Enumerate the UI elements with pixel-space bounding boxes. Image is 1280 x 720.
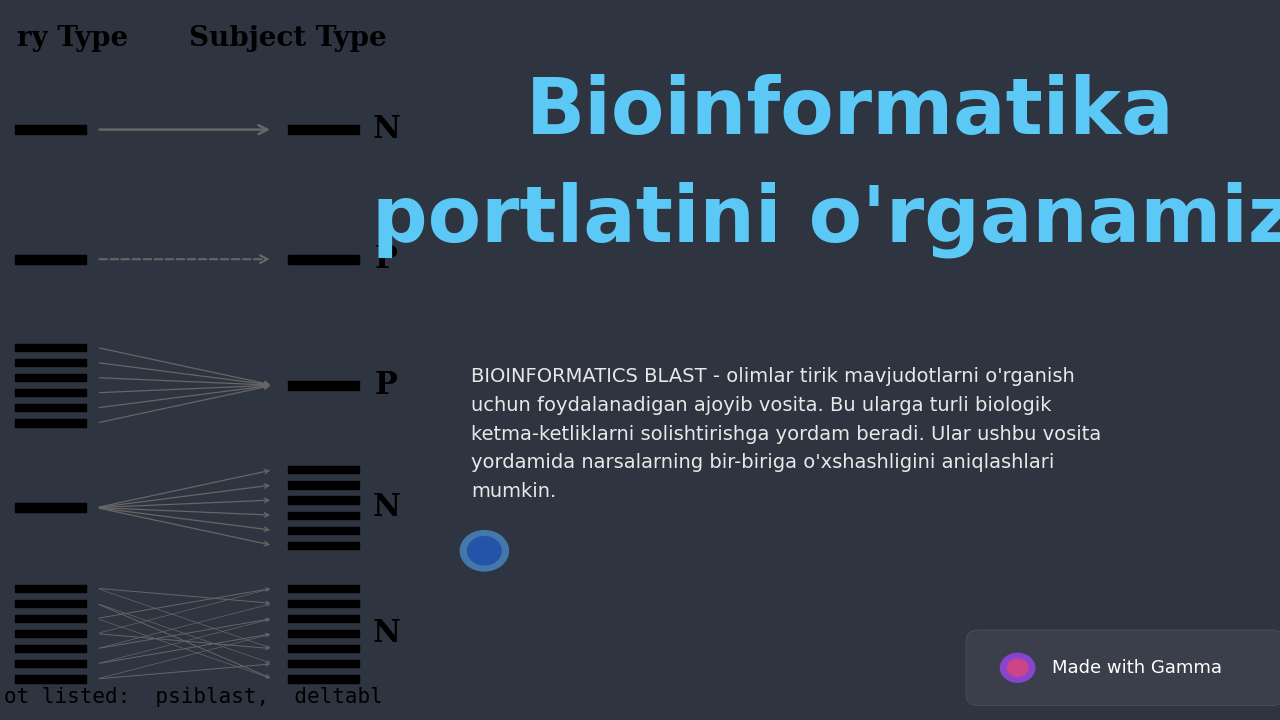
Text: ot listed:  psiblast,  deltabl: ot listed: psiblast, deltabl [4, 687, 383, 707]
Bar [14, 600, 86, 607]
Text: N: N [372, 114, 401, 145]
Bar [288, 125, 358, 134]
Bar [288, 481, 358, 488]
Bar [14, 645, 86, 652]
FancyBboxPatch shape [966, 630, 1280, 706]
Bar [288, 585, 358, 592]
Bar [14, 419, 86, 426]
Bar [14, 675, 86, 683]
Bar [288, 660, 358, 667]
Bar [14, 630, 86, 637]
Text: P: P [375, 369, 398, 401]
Circle shape [461, 531, 508, 571]
Text: N: N [372, 618, 401, 649]
Bar [14, 660, 86, 667]
Text: ry Type: ry Type [17, 25, 128, 53]
Text: P: P [375, 243, 398, 275]
Bar [288, 600, 358, 607]
Circle shape [1007, 660, 1028, 677]
Text: BIOINFORMATICS BLAST - olimlar tirik mavjudotlarni o'rganish
uchun foydalanadiga: BIOINFORMATICS BLAST - olimlar tirik mav… [471, 367, 1102, 501]
Text: Made with Gamma: Made with Gamma [1052, 659, 1222, 677]
Circle shape [467, 536, 502, 565]
Bar [288, 630, 358, 637]
Bar [288, 254, 358, 264]
Bar [288, 467, 358, 474]
Bar [14, 125, 86, 134]
Text: Bioinformatika: Bioinformatika [526, 73, 1174, 150]
Circle shape [1001, 654, 1034, 683]
Text: portlatini o'rganamiz!: portlatini o'rganamiz! [371, 181, 1280, 258]
Bar [14, 254, 86, 264]
Bar [14, 404, 86, 411]
Bar [288, 615, 358, 622]
Bar [14, 615, 86, 622]
Bar [288, 380, 358, 390]
Bar [14, 359, 86, 366]
Bar [288, 511, 358, 518]
Bar [14, 389, 86, 396]
Bar [288, 675, 358, 683]
Text: Subject Type: Subject Type [189, 25, 387, 53]
Bar [288, 497, 358, 504]
Bar [14, 344, 86, 351]
Bar [288, 527, 358, 534]
Bar [288, 541, 358, 549]
Text: N: N [372, 492, 401, 523]
Bar [14, 374, 86, 381]
Bar [288, 645, 358, 652]
Bar [14, 585, 86, 592]
Bar [14, 503, 86, 513]
